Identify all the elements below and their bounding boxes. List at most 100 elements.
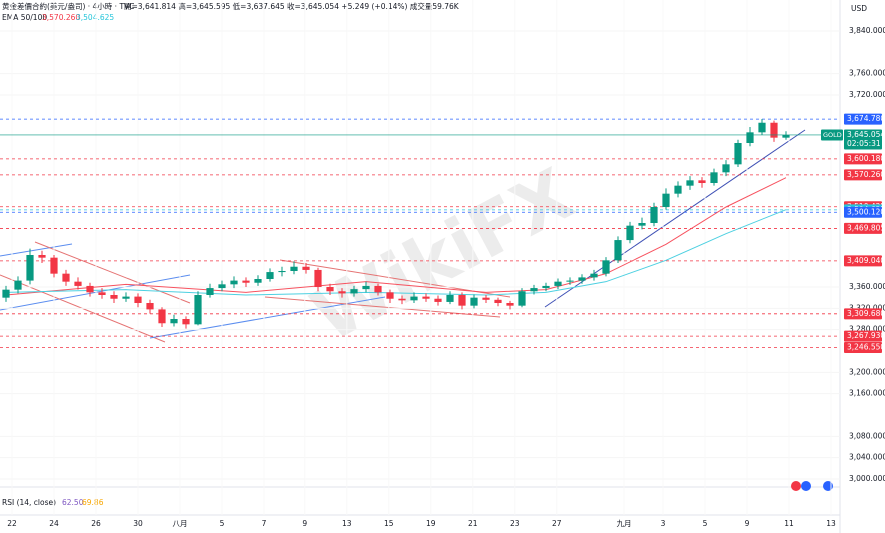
x-tick-label: 24 — [49, 519, 59, 528]
currency: USD — [851, 4, 867, 13]
last-price-badge — [844, 129, 882, 150]
candle-body — [758, 122, 766, 133]
candle-body — [374, 285, 382, 293]
price-badge — [844, 330, 882, 342]
candle-body — [170, 319, 178, 324]
x-tick-label: 23 — [510, 519, 520, 528]
y-tick-label: 3,080.000 — [849, 431, 885, 440]
countdown: 02:05:31 — [847, 139, 881, 148]
candle-body — [206, 288, 214, 295]
candle-body — [74, 281, 82, 286]
price-badge-label: 3,409.040 — [847, 256, 885, 265]
x-tick-label: 19 — [426, 519, 436, 528]
ema-line — [5, 209, 787, 296]
price-badge — [844, 206, 882, 218]
candle-body — [734, 143, 742, 165]
price-badge — [844, 169, 882, 181]
x-tick-label: 八月 — [173, 519, 188, 528]
ohlc-text: 開=3,641.814 高=3,645.595 低=3,637.645 收=3,… — [124, 1, 460, 11]
candle-body — [254, 279, 262, 283]
candle-body — [194, 295, 202, 325]
x-tick-label: 13 — [826, 519, 836, 528]
y-tick-label: 3,280.000 — [849, 325, 885, 334]
x-tick-label: 3 — [661, 519, 666, 528]
candle-body — [614, 240, 622, 261]
price-badge-label: 3,600.180 — [847, 154, 885, 163]
candle-body — [398, 298, 406, 301]
trend-line — [0, 274, 191, 311]
trend-line — [34, 241, 191, 304]
candle-body — [14, 280, 22, 290]
candle-body — [218, 284, 226, 289]
candle-body — [518, 291, 526, 306]
candle-body — [542, 285, 550, 289]
ema-label: EMA 50/100 — [2, 13, 47, 22]
candle-body — [710, 172, 718, 183]
candle-body — [494, 299, 502, 303]
ema-line — [5, 177, 787, 296]
candle-body — [38, 255, 46, 258]
candle-body — [26, 255, 34, 281]
y-tick-label: 3,000.000 — [849, 474, 885, 483]
candle-body — [782, 135, 790, 138]
y-tick-label: 3,200.000 — [849, 367, 885, 376]
x-tick-label: 21 — [468, 519, 478, 528]
candle-body — [590, 273, 598, 278]
candle-body — [530, 288, 538, 292]
ema-value: 3,570.260 — [42, 13, 80, 22]
price-badge-label: 3,570.260 — [847, 170, 885, 179]
candle-body — [386, 292, 394, 299]
candle-body — [434, 298, 442, 302]
candle-body — [770, 122, 778, 138]
candle-body — [278, 271, 286, 273]
candle-body — [698, 180, 706, 183]
price-badge-label: 3,267.930 — [847, 331, 885, 340]
candle-body — [134, 296, 142, 303]
candle-body — [686, 180, 694, 186]
price-badge — [844, 342, 882, 354]
x-tick-label: 22 — [7, 519, 17, 528]
price-badge-label: 3,246.550 — [847, 343, 885, 352]
y-tick-label: 3,160.000 — [849, 389, 885, 398]
candle-body — [746, 132, 754, 143]
candle-body — [338, 291, 346, 294]
event-icon[interactable] — [801, 481, 811, 491]
price-badge — [844, 153, 882, 165]
candle-body — [98, 292, 106, 295]
price-badge — [844, 113, 882, 125]
candle-body — [638, 223, 646, 226]
ema-value: 3,504.625 — [76, 13, 114, 22]
y-tick-label: 3,040.000 — [849, 453, 885, 462]
candle-body — [326, 287, 334, 292]
candle-body — [554, 281, 562, 286]
candle-body — [182, 319, 190, 325]
price-badge-label: 3,469.805 — [847, 223, 885, 232]
candle-body — [242, 280, 250, 283]
x-tick-label: 26 — [91, 519, 101, 528]
rsi-value: 69.86 — [82, 498, 104, 507]
event-icon[interactable] — [791, 481, 801, 491]
candle-body — [410, 296, 418, 301]
y-tick-label: 3,720.000 — [849, 90, 885, 99]
candle-body — [602, 260, 610, 274]
trend-line — [544, 129, 806, 308]
trend-line — [264, 296, 501, 318]
candle-body — [650, 207, 658, 223]
x-tick-label: 13 — [342, 519, 352, 528]
candle-body — [674, 185, 682, 194]
candle-body — [158, 309, 166, 324]
candle-body — [50, 257, 58, 274]
x-tick-label: 30 — [133, 519, 143, 528]
x-tick-label: 11 — [784, 519, 794, 528]
rsi-value: 62.50 — [62, 498, 84, 507]
candle-body — [446, 295, 454, 302]
candle-body — [2, 289, 10, 298]
x-tick-label: 九月 — [617, 519, 632, 528]
symbol-label: GOLD — [823, 131, 842, 139]
candle-body — [422, 296, 430, 299]
candle-body — [230, 280, 238, 285]
candle-body — [86, 285, 94, 293]
candle-body — [578, 277, 586, 281]
x-tick-label: 15 — [384, 519, 394, 528]
x-tick-label: 9 — [745, 519, 750, 528]
